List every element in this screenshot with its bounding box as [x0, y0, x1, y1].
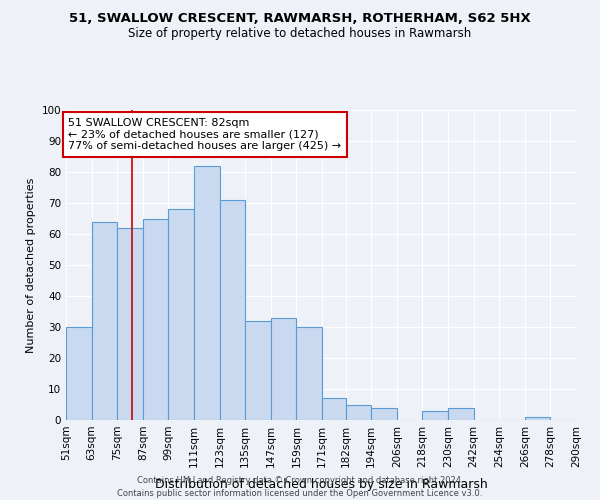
Bar — [371, 408, 397, 420]
Bar — [525, 417, 550, 420]
Y-axis label: Number of detached properties: Number of detached properties — [26, 178, 36, 352]
Bar — [92, 222, 117, 420]
Bar — [296, 327, 322, 420]
X-axis label: Distribution of detached houses by size in Rawmarsh: Distribution of detached houses by size … — [155, 478, 487, 491]
Bar — [194, 166, 220, 420]
Bar — [245, 321, 271, 420]
Bar — [448, 408, 473, 420]
Bar — [143, 218, 169, 420]
Text: Contains HM Land Registry data © Crown copyright and database right 2024.
Contai: Contains HM Land Registry data © Crown c… — [118, 476, 482, 498]
Bar — [169, 209, 194, 420]
Bar — [66, 327, 92, 420]
Bar — [422, 410, 448, 420]
Bar — [322, 398, 346, 420]
Text: Size of property relative to detached houses in Rawmarsh: Size of property relative to detached ho… — [128, 28, 472, 40]
Text: 51 SWALLOW CRESCENT: 82sqm
← 23% of detached houses are smaller (127)
77% of sem: 51 SWALLOW CRESCENT: 82sqm ← 23% of deta… — [68, 118, 341, 151]
Text: 51, SWALLOW CRESCENT, RAWMARSH, ROTHERHAM, S62 5HX: 51, SWALLOW CRESCENT, RAWMARSH, ROTHERHA… — [69, 12, 531, 26]
Bar — [220, 200, 245, 420]
Bar — [271, 318, 296, 420]
Bar — [346, 404, 371, 420]
Bar — [117, 228, 143, 420]
